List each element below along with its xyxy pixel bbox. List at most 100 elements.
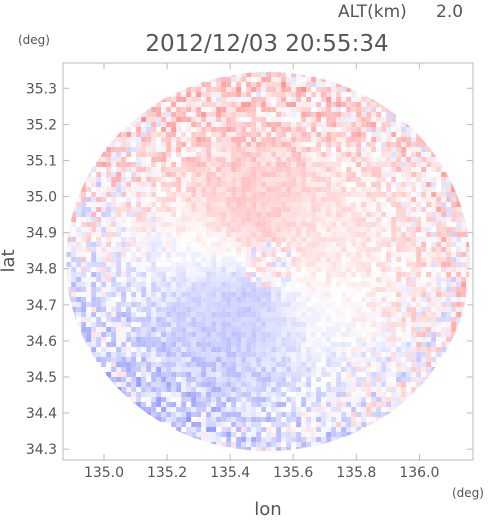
field-cell: [401, 252, 407, 257]
field-cell: [356, 237, 362, 242]
field-cell: [136, 297, 142, 302]
field-cell: [156, 252, 162, 257]
field-cell: [76, 207, 82, 212]
field-cell: [291, 212, 297, 217]
field-cell: [146, 242, 152, 247]
field-cell: [306, 297, 312, 302]
field-cell: [131, 277, 137, 282]
field-cell: [261, 282, 267, 287]
field-cell: [336, 212, 342, 217]
field-cell: [161, 247, 167, 252]
field-cell: [431, 237, 437, 242]
field-cell: [341, 107, 347, 112]
field-cell: [196, 222, 202, 227]
field-cell: [301, 267, 307, 272]
field-cell: [151, 357, 157, 362]
field-cell: [361, 157, 367, 162]
field-cell: [181, 317, 187, 322]
field-cell: [396, 327, 402, 332]
field-cell: [416, 392, 422, 397]
field-cell: [266, 347, 272, 352]
field-cell: [396, 187, 402, 192]
field-cell: [251, 277, 257, 282]
field-cell: [426, 327, 432, 332]
field-cell: [226, 187, 232, 192]
field-cell: [251, 147, 257, 152]
field-cell: [126, 197, 132, 202]
field-cell: [341, 357, 347, 362]
field-cell: [206, 92, 212, 97]
field-cell: [431, 317, 437, 322]
field-cell: [266, 312, 272, 317]
field-cell: [76, 237, 82, 242]
field-cell: [66, 267, 72, 272]
field-cell: [311, 112, 317, 117]
field-cell: [166, 137, 172, 142]
field-cell: [211, 402, 217, 407]
field-cell: [191, 112, 197, 117]
field-cell: [391, 337, 397, 342]
field-cell: [371, 402, 377, 407]
field-cell: [321, 107, 327, 112]
field-cell: [341, 97, 347, 102]
field-cell: [81, 342, 87, 347]
field-cell: [431, 292, 437, 297]
field-cell: [91, 307, 97, 312]
field-cell: [136, 287, 142, 292]
field-cell: [356, 227, 362, 232]
field-cell: [166, 252, 172, 257]
field-cell: [211, 222, 217, 227]
field-cell: [341, 112, 347, 117]
field-cell: [121, 147, 127, 152]
field-cell: [266, 97, 272, 102]
field-cell: [76, 192, 82, 197]
field-cell: [331, 297, 337, 302]
field-cell: [151, 387, 157, 392]
field-cell: [136, 127, 142, 132]
field-cell: [366, 192, 372, 197]
field-cell: [251, 187, 257, 192]
field-cell: [311, 382, 317, 387]
field-cell: [171, 237, 177, 242]
field-cell: [121, 352, 127, 357]
field-cell: [261, 262, 267, 267]
field-cell: [141, 127, 147, 132]
field-cell: [426, 297, 432, 302]
field-cell: [391, 282, 397, 287]
field-cell: [101, 222, 107, 227]
field-cell: [416, 182, 422, 187]
field-cell: [126, 347, 132, 352]
field-cell: [411, 172, 417, 177]
field-cell: [286, 177, 292, 182]
field-cell: [346, 222, 352, 227]
field-cell: [281, 77, 287, 82]
field-cell: [296, 392, 302, 397]
field-cell: [356, 377, 362, 382]
field-cell: [321, 142, 327, 147]
field-cell: [261, 177, 267, 182]
field-cell: [186, 327, 192, 332]
field-cell: [356, 247, 362, 252]
field-cell: [351, 167, 357, 172]
field-cell: [131, 142, 137, 147]
field-cell: [411, 387, 417, 392]
field-cell: [166, 357, 172, 362]
field-cell: [211, 122, 217, 127]
field-cell: [246, 387, 252, 392]
field-cell: [341, 327, 347, 332]
field-cell: [361, 207, 367, 212]
field-cell: [241, 202, 247, 207]
field-cell: [116, 262, 122, 267]
field-cell: [366, 137, 372, 142]
field-cell: [411, 397, 417, 402]
field-cell: [306, 87, 312, 92]
field-cell: [121, 247, 127, 252]
field-cell: [286, 367, 292, 372]
field-cell: [246, 302, 252, 307]
field-cell: [216, 347, 222, 352]
field-cell: [196, 187, 202, 192]
field-cell: [296, 417, 302, 422]
field-cell: [121, 257, 127, 262]
field-cell: [366, 377, 372, 382]
field-cell: [401, 217, 407, 222]
